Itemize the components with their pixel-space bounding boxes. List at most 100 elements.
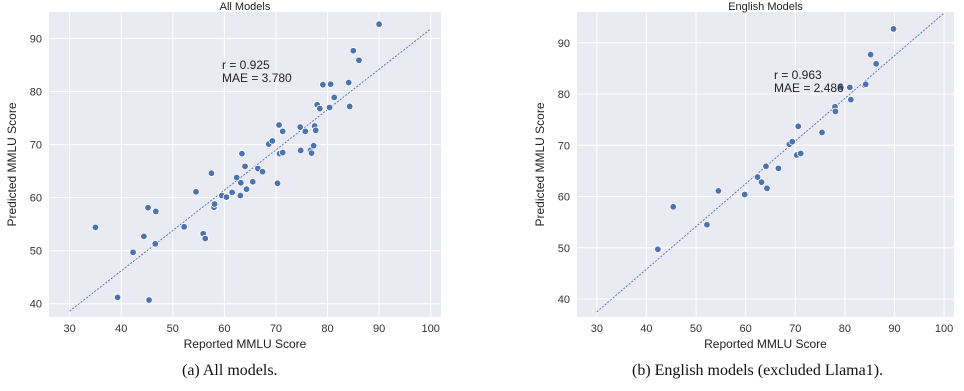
x-axis-label: Reported MMLU Score (184, 337, 307, 351)
data-point (249, 178, 257, 186)
y-tick-label: 40 (30, 299, 42, 311)
data-point (831, 107, 840, 116)
x-tick-label: 100 (935, 323, 953, 335)
data-point (788, 137, 796, 146)
data-point (866, 50, 875, 59)
data-point (330, 93, 338, 102)
y-tick-label: 50 (30, 246, 42, 258)
data-point (375, 20, 383, 28)
y-tick-label: 60 (558, 192, 570, 204)
data-point (703, 221, 711, 229)
x-tick-label: 60 (218, 323, 230, 335)
data-point (753, 173, 762, 181)
x-tick-label: 70 (270, 323, 282, 335)
data-point (325, 103, 334, 112)
data-point (797, 149, 805, 158)
x-tick-label: 90 (373, 323, 385, 335)
x-tick-label: 50 (167, 323, 179, 335)
x-tick-label: 40 (640, 323, 652, 335)
annotation-mae: MAE = 3.780 (222, 71, 292, 85)
y-tick-label: 40 (558, 294, 570, 306)
data-point (311, 126, 320, 134)
data-point (273, 179, 282, 188)
data-point (241, 162, 249, 171)
data-point (129, 248, 137, 256)
data-point (794, 122, 802, 131)
y-tick-label: 60 (30, 193, 42, 205)
x-tick-label: 100 (422, 323, 440, 335)
data-point (275, 121, 283, 129)
data-point (847, 95, 855, 104)
data-point (309, 141, 318, 150)
data-point (278, 127, 287, 136)
chart-english-models: 30 40 50 60 70 80 90 100 40 50 60 70 80 90 English Mod… (533, 1, 954, 351)
data-point (278, 148, 287, 157)
panel-english-models: 30 40 50 60 70 80 90 100 40 50 60 70 80 90 English Mod… (482, 0, 964, 360)
data-point (346, 102, 354, 111)
data-point (222, 193, 231, 201)
regression-line (596, 12, 945, 313)
data-point (301, 127, 310, 136)
data-point (872, 60, 880, 68)
annotation-r: r = 0.925 (222, 58, 270, 72)
data-point (763, 184, 771, 193)
data-point (669, 203, 677, 211)
y-tick-label: 50 (558, 243, 570, 255)
y-axis-label: Predicted MMLU Score (5, 102, 19, 226)
y-tick-label: 90 (558, 38, 570, 50)
data-point (236, 191, 245, 200)
data-point (344, 78, 353, 87)
caption-b: (b) English models (excluded Llama1). (632, 362, 884, 379)
data-point (258, 167, 267, 176)
annotation-r: r = 0.963 (774, 68, 822, 82)
data-point (145, 296, 153, 304)
data-point (91, 223, 100, 232)
y-tick-label: 90 (30, 34, 42, 46)
data-point (180, 223, 188, 231)
caption-a: (a) All models. (182, 362, 278, 379)
data-point (714, 187, 723, 195)
chart-title: English Models (728, 1, 803, 13)
x-tick-label: 30 (591, 323, 603, 335)
data-point (837, 83, 845, 92)
data-point (757, 178, 766, 186)
data-point (654, 245, 662, 254)
x-tick-label: 80 (839, 323, 851, 335)
data-point (192, 188, 200, 196)
y-tick-label: 80 (30, 87, 42, 99)
data-point (762, 162, 770, 170)
data-point (319, 80, 327, 89)
annotation-mae: MAE = 2.486 (774, 81, 844, 95)
data-point (144, 204, 152, 212)
y-tick-label: 80 (558, 89, 570, 101)
data-point (207, 169, 216, 177)
y-tick-label: 70 (30, 140, 42, 152)
x-tick-label: 30 (64, 323, 76, 335)
x-tick-label: 60 (740, 323, 752, 335)
data-point (201, 234, 209, 243)
data-point (355, 56, 363, 64)
data-point (326, 80, 335, 88)
data-point (818, 128, 826, 137)
data-point (846, 83, 854, 92)
data-point (152, 207, 160, 216)
x-tick-label: 80 (321, 323, 333, 335)
data-point (210, 200, 219, 208)
data-point (237, 179, 245, 187)
chart-title: All Models (220, 1, 271, 13)
data-point (296, 123, 304, 131)
y-axis-label: Predicted MMLU Score (533, 102, 547, 226)
data-point (140, 232, 148, 241)
data-point (268, 137, 277, 145)
data-point (113, 293, 122, 302)
data-point (889, 25, 898, 33)
data-point (316, 104, 324, 113)
chart-all-models: 30 40 50 60 70 80 90 100 40 50 60 70 80 90 All Models R… (5, 1, 441, 351)
data-point (297, 146, 305, 155)
data-point (228, 188, 236, 197)
panel-all-models: 30 40 50 60 70 80 90 100 40 50 60 70 80 90 All Models R… (0, 0, 482, 360)
regression-line (69, 28, 431, 312)
x-tick-label: 90 (888, 323, 900, 335)
data-point (307, 149, 316, 157)
x-tick-label: 50 (690, 323, 702, 335)
